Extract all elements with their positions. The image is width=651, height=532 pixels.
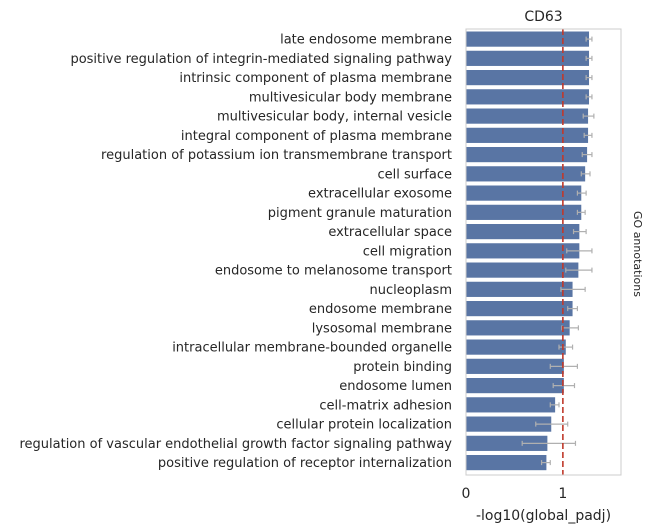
plot-frame	[465, 28, 622, 476]
x-axis-label: -log10(global_padj)	[476, 508, 611, 524]
bar	[466, 224, 580, 240]
x-tick-label: 0	[462, 486, 471, 502]
bar	[466, 320, 570, 336]
bar	[466, 416, 552, 432]
bar	[466, 262, 579, 278]
category-label: cell surface	[377, 167, 452, 182]
category-label: cell migration	[363, 244, 452, 259]
x-tick-label: 1	[558, 486, 567, 502]
category-label: cellular protein localization	[276, 418, 452, 433]
bar	[466, 185, 582, 201]
bar	[466, 301, 573, 317]
error-bars-group	[521, 36, 595, 466]
bar	[466, 435, 548, 451]
bar	[466, 358, 564, 374]
side-label: GO annotations	[631, 211, 644, 297]
category-label: multivesicular body membrane	[249, 90, 452, 105]
bar	[466, 127, 589, 143]
category-label: pigment granule maturation	[268, 206, 452, 221]
category-label: lysosomal membrane	[312, 321, 452, 336]
bar	[466, 31, 590, 47]
category-label: intracellular membrane-bounded organelle	[172, 341, 452, 356]
bar	[466, 281, 573, 297]
bar	[466, 243, 580, 259]
category-label: positive regulation of integrin-mediated…	[70, 52, 452, 67]
category-label: protein binding	[353, 360, 452, 375]
bar	[466, 50, 590, 66]
category-label: extracellular exosome	[308, 187, 452, 202]
bar	[466, 147, 588, 163]
category-label: endosome to melanosome transport	[215, 264, 452, 279]
chart-title: CD63	[524, 9, 562, 25]
category-label: positive regulation of receptor internal…	[158, 456, 452, 471]
bar	[466, 378, 564, 394]
category-label: endosome membrane	[309, 302, 452, 317]
bar	[466, 455, 547, 471]
category-labels-group: late endosome membrane positive regulatio…	[19, 33, 452, 472]
bar	[466, 339, 566, 355]
category-label: endosome lumen	[339, 379, 452, 394]
category-label: regulation of vascular endothelial growt…	[19, 437, 452, 452]
category-label: nucleoplasm	[370, 283, 452, 298]
category-label: cell-matrix adhesion	[319, 398, 452, 413]
bar	[466, 89, 590, 105]
bar	[466, 70, 590, 86]
bar	[466, 397, 556, 413]
category-label: extracellular space	[328, 225, 452, 240]
category-label: multivesicular body, internal vesicle	[217, 110, 452, 125]
category-label: late endosome membrane	[280, 33, 452, 48]
category-label: intrinsic component of plasma membrane	[179, 71, 452, 86]
bar	[466, 166, 586, 182]
category-label: regulation of potassium ion transmembran…	[101, 148, 452, 163]
bar	[466, 204, 582, 220]
bars-group	[466, 31, 590, 471]
bar	[466, 108, 589, 124]
category-label: integral component of plasma membrane	[181, 129, 452, 144]
